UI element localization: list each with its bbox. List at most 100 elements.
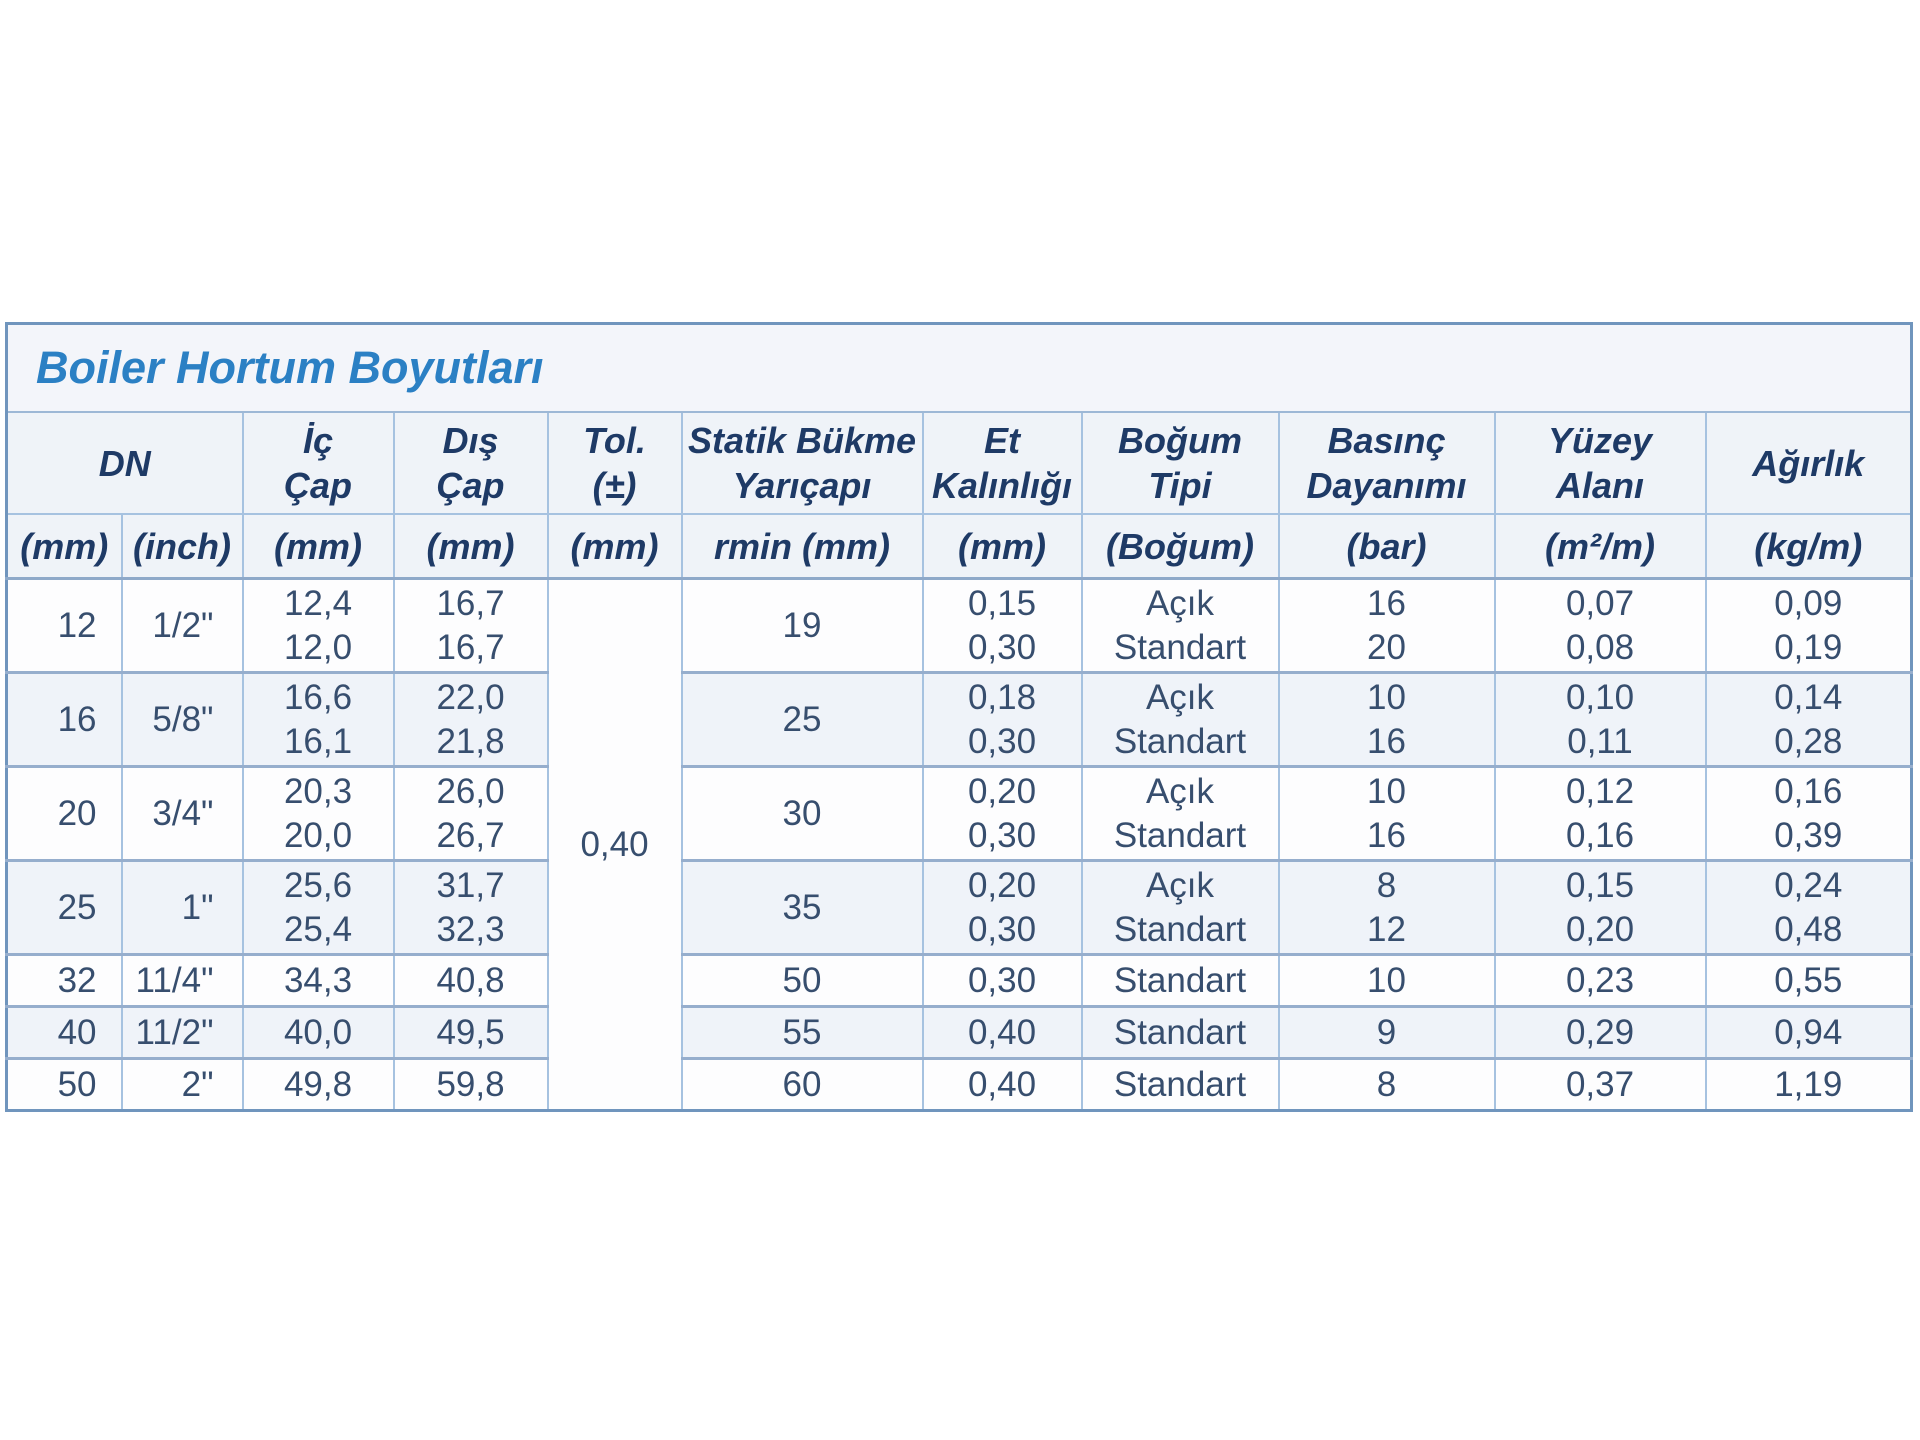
table-row: 12 1/2" 12,4 12,0 16,7 16,7 0,40 19 0,15 0,30 Açık… xyxy=(5,577,1913,1111)
cell-dn-inch: 11/2" xyxy=(120,1005,244,1059)
cell-basinc: 8 12 xyxy=(1277,859,1496,955)
cell-et: 0,15 0,30 xyxy=(921,577,1083,673)
table-body: 12 1/2" 12,4 12,0 16,7 16,7 0,40 19 0,15 0,30 Açık… xyxy=(5,577,1913,1111)
cell-basinc: 16 20 xyxy=(1277,577,1496,673)
cell-dn-inch: 1" xyxy=(120,859,244,955)
cell-dn-inch: 2" xyxy=(120,1057,244,1111)
cell-tolerance-merged: 0,40 xyxy=(546,577,683,1111)
cell-dn-mm: 12 xyxy=(5,577,123,673)
cell-agirlik: 0,09 0,19 xyxy=(1704,577,1913,673)
cell-dn-mm: 40 xyxy=(5,1005,123,1059)
unit-et: (mm) xyxy=(921,514,1083,580)
cell-dn-inch: 11/4" xyxy=(120,953,244,1007)
cell-et: 0,40 xyxy=(921,1005,1083,1059)
unit-dis-cap: (mm) xyxy=(392,514,549,580)
cell-ic-cap: 34,3 xyxy=(241,953,395,1007)
col-header-agirlik: Ağırlık xyxy=(1704,412,1913,515)
cell-et: 0,18 0,30 xyxy=(921,671,1083,767)
cell-basinc: 10 16 xyxy=(1277,765,1496,861)
cell-agirlik: 1,19 xyxy=(1704,1057,1913,1111)
title-row: Boiler Hortum Boyutları xyxy=(6,323,1912,413)
cell-agirlik: 0,24 0,48 xyxy=(1704,859,1913,955)
cell-dis-cap: 49,5 xyxy=(392,1005,549,1059)
col-header-dn: DN xyxy=(5,412,244,515)
col-header-basinc-dayanimi: Basınç Dayanımı xyxy=(1277,412,1496,515)
col-header-bogum-tipi: Boğum Tipi xyxy=(1080,412,1280,515)
cell-dis-cap: 31,7 32,3 xyxy=(392,859,549,955)
title-cell: Boiler Hortum Boyutları xyxy=(6,323,1912,413)
cell-ic-cap: 49,8 xyxy=(241,1057,395,1111)
cell-rmin: 35 xyxy=(680,859,924,955)
cell-basinc: 10 16 xyxy=(1277,671,1496,767)
table-row: 20 3/4" 20,3 20,0 26,0 26,7 30 0,20 0,30 Açık Stan… xyxy=(5,765,1913,861)
table-row: 40 11/2" 40,0 49,5 55 0,40 Standart 9 0,29 0,94 xyxy=(5,1005,1913,1059)
unit-dn-inch: (inch) xyxy=(120,514,244,580)
cell-et: 0,20 0,30 xyxy=(921,765,1083,861)
cell-bogum: Açık Standart xyxy=(1080,577,1280,673)
cell-dn-mm: 25 xyxy=(5,859,123,955)
table-title: Boiler Hortum Boyutları xyxy=(36,342,544,393)
col-header-ic-cap: İç Çap xyxy=(241,412,395,515)
col-header-et-kalinligi: Et Kalınlığı xyxy=(921,412,1083,515)
cell-et: 0,40 xyxy=(921,1057,1083,1111)
cell-ic-cap: 25,6 25,4 xyxy=(241,859,395,955)
cell-agirlik: 0,14 0,28 xyxy=(1704,671,1913,767)
cell-yuzey: 0,23 xyxy=(1493,953,1707,1007)
cell-ic-cap: 16,6 16,1 xyxy=(241,671,395,767)
unit-bogum: (Boğum) xyxy=(1080,514,1280,580)
unit-header-row: (mm) (inch) (mm) (mm) (mm) rmin (mm) (mm… xyxy=(5,514,1913,580)
cell-ic-cap: 40,0 xyxy=(241,1005,395,1059)
unit-agirlik: (kg/m) xyxy=(1704,514,1913,580)
cell-dn-mm: 50 xyxy=(5,1057,123,1111)
cell-rmin: 19 xyxy=(680,577,924,673)
cell-yuzey: 0,15 0,20 xyxy=(1493,859,1707,955)
cell-agirlik: 0,94 xyxy=(1704,1005,1913,1059)
cell-bogum: Standart xyxy=(1080,1005,1280,1059)
cell-dn-inch: 1/2" xyxy=(120,577,244,673)
cell-et: 0,20 0,30 xyxy=(921,859,1083,955)
cell-bogum: Açık Standart xyxy=(1080,859,1280,955)
cell-dn-mm: 20 xyxy=(5,765,123,861)
cell-rmin: 60 xyxy=(680,1057,924,1111)
cell-dis-cap: 59,8 xyxy=(392,1057,549,1111)
cell-bogum: Standart xyxy=(1080,1057,1280,1111)
col-header-statik-bukme: Statik Bükme Yarıçapı xyxy=(680,412,924,515)
table-row: 32 11/4" 34,3 40,8 50 0,30 Standart 10 0,23 0,55 xyxy=(5,953,1913,1007)
cell-ic-cap: 20,3 20,0 xyxy=(241,765,395,861)
cell-rmin: 50 xyxy=(680,953,924,1007)
unit-basinc: (bar) xyxy=(1277,514,1496,580)
cell-rmin: 55 xyxy=(680,1005,924,1059)
cell-rmin: 25 xyxy=(680,671,924,767)
cell-bogum: Standart xyxy=(1080,953,1280,1007)
cell-yuzey: 0,10 0,11 xyxy=(1493,671,1707,767)
unit-yuzey: (m²/m) xyxy=(1493,514,1707,580)
cell-basinc: 9 xyxy=(1277,1005,1496,1059)
cell-dn-inch: 3/4" xyxy=(120,765,244,861)
column-header-row: DN İç Çap Dış Çap Tol. (±) Statik Bükme Yarı… xyxy=(5,412,1913,515)
col-header-dis-cap: Dış Çap xyxy=(392,412,549,515)
cell-dis-cap: 16,7 16,7 xyxy=(392,577,549,673)
table-row: 50 2" 49,8 59,8 60 0,40 Standart 8 0,37 1,19 xyxy=(5,1057,1913,1111)
boiler-hose-dimensions-table: Boiler Hortum Boyutları DN İç Çap Dış Çap … xyxy=(5,322,1914,1112)
cell-agirlik: 0,55 xyxy=(1704,953,1913,1007)
cell-bogum: Açık Standart xyxy=(1080,671,1280,767)
cell-agirlik: 0,16 0,39 xyxy=(1704,765,1913,861)
cell-basinc: 8 xyxy=(1277,1057,1496,1111)
cell-yuzey: 0,07 0,08 xyxy=(1493,577,1707,673)
table-row: 16 5/8" 16,6 16,1 22,0 21,8 25 0,18 0,30 Açık Stan… xyxy=(5,671,1913,767)
cell-yuzey: 0,12 0,16 xyxy=(1493,765,1707,861)
cell-ic-cap: 12,4 12,0 xyxy=(241,577,395,673)
cell-et: 0,30 xyxy=(921,953,1083,1007)
table-row: 25 1" 25,6 25,4 31,7 32,3 35 0,20 0,30 Açık Standa… xyxy=(5,859,1913,955)
cell-dis-cap: 40,8 xyxy=(392,953,549,1007)
cell-basinc: 10 xyxy=(1277,953,1496,1007)
cell-dis-cap: 22,0 21,8 xyxy=(392,671,549,767)
cell-yuzey: 0,29 xyxy=(1493,1005,1707,1059)
unit-tol: (mm) xyxy=(546,514,683,580)
col-header-tol: Tol. (±) xyxy=(546,412,683,515)
cell-dn-mm: 32 xyxy=(5,953,123,1007)
unit-rmin: rmin (mm) xyxy=(680,514,924,580)
unit-ic-cap: (mm) xyxy=(241,514,395,580)
cell-yuzey: 0,37 xyxy=(1493,1057,1707,1111)
